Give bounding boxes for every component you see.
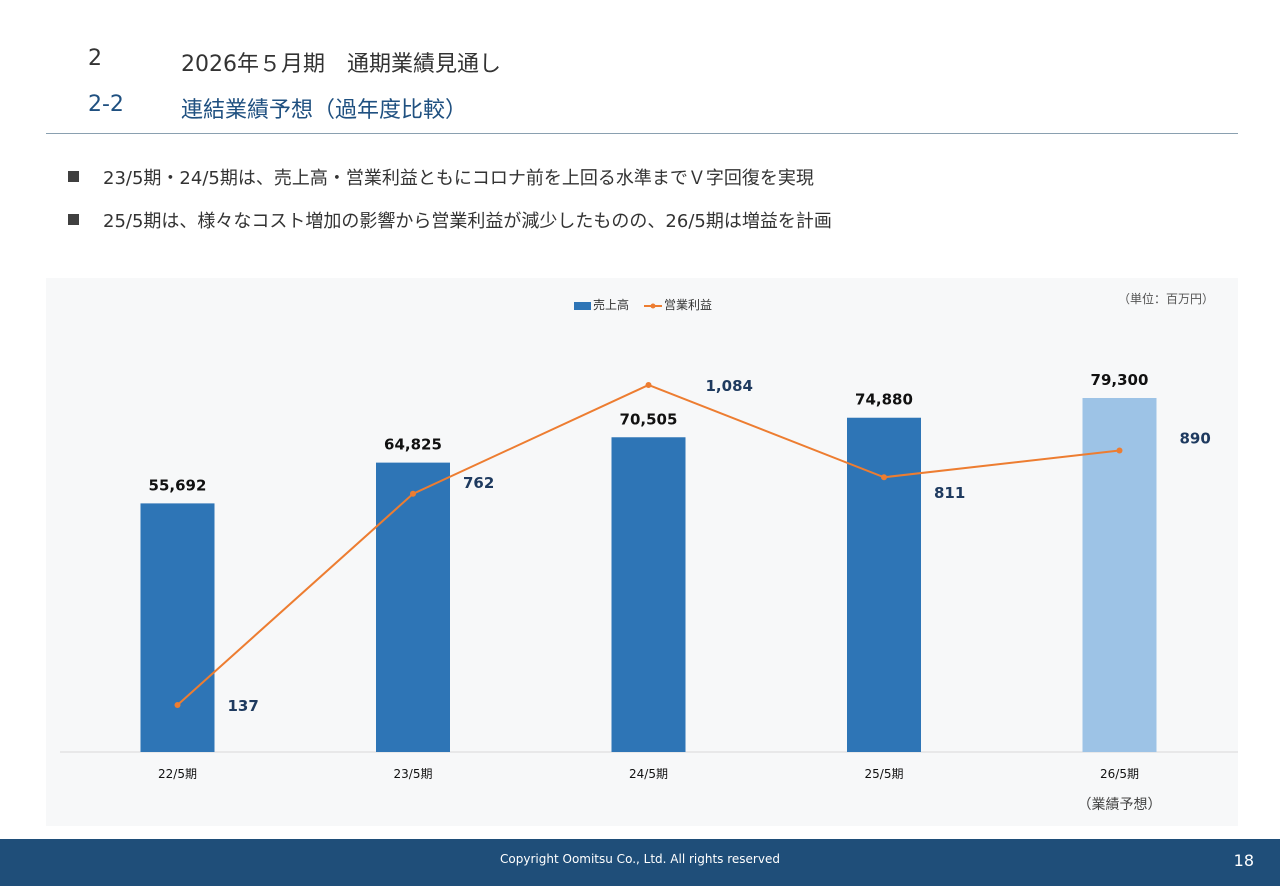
line-point bbox=[1116, 447, 1123, 454]
line-data-label: 811 bbox=[934, 484, 965, 502]
legend-marker-profit bbox=[650, 303, 656, 309]
line-point bbox=[410, 490, 416, 497]
line-data-label: 137 bbox=[228, 697, 259, 715]
legend-label-sales: 売上高 bbox=[593, 297, 629, 312]
x-tick-label: 24/5期 bbox=[629, 767, 668, 781]
line-data-label: 1,084 bbox=[706, 377, 753, 395]
bullet-text: 25/5期は、様々なコスト増加の影響から営業利益が減少したものの、26/5期は増… bbox=[103, 211, 832, 232]
bullet-square-icon bbox=[68, 171, 79, 182]
bar-sales bbox=[611, 437, 686, 752]
x-tick-label: 26/5期 bbox=[1100, 767, 1139, 781]
line-point bbox=[174, 702, 181, 708]
x-tick-label: 23/5期 bbox=[394, 767, 433, 781]
legend-label-profit: 営業利益 bbox=[664, 298, 712, 312]
combo-chart: 55,692 64,825 70,505 74,880 79,300 137 762 1,08… bbox=[60, 291, 1238, 813]
section-number: 2 bbox=[88, 46, 102, 71]
bar-data-label: 70,505 bbox=[620, 410, 678, 428]
bar-data-label: 64,825 bbox=[384, 436, 442, 454]
line-point bbox=[645, 382, 652, 388]
bar-sales bbox=[847, 417, 921, 752]
section-title: 2026年５月期 通期業績見通し bbox=[181, 52, 501, 77]
line-data-label: 890 bbox=[1180, 430, 1211, 448]
bar-sales bbox=[376, 462, 450, 752]
copyright-text: Copyright Oomitsu Co., Ltd. All rights r… bbox=[500, 852, 780, 866]
footer-bar: Copyright Oomitsu Co., Ltd. All rights r… bbox=[0, 839, 1280, 886]
bar-sales bbox=[1082, 398, 1157, 752]
page-number: 18 bbox=[1233, 851, 1254, 870]
unit-note: （単位：百万円） bbox=[1118, 291, 1214, 306]
chart-panel: 55,692 64,825 70,505 74,880 79,300 137 762 1,08… bbox=[46, 278, 1238, 826]
x-tick-label: 25/5期 bbox=[865, 767, 904, 781]
x-tick-sublabel: （業績予想） bbox=[1078, 797, 1162, 813]
subsection-number: 2-2 bbox=[88, 92, 124, 117]
x-tick-label: 22/5期 bbox=[158, 767, 197, 781]
bar-data-label: 74,880 bbox=[855, 391, 913, 409]
legend-swatch-sales bbox=[574, 302, 591, 310]
bar-sales bbox=[140, 503, 215, 752]
bullet-square-icon bbox=[68, 214, 79, 225]
bullet-item: 23/5期・24/5期は、売上高・営業利益ともにコロナ前を上回る水準までＶ字回復… bbox=[68, 164, 814, 190]
line-data-label: 762 bbox=[463, 474, 494, 492]
bar-data-label: 79,300 bbox=[1091, 371, 1149, 389]
bar-data-label: 55,692 bbox=[149, 476, 207, 494]
bullet-text: 23/5期・24/5期は、売上高・営業利益ともにコロナ前を上回る水準までＶ字回復… bbox=[103, 168, 814, 189]
subsection-title: 連結業績予想（過年度比較） bbox=[181, 98, 468, 123]
header-divider bbox=[46, 133, 1238, 134]
bullet-item: 25/5期は、様々なコスト増加の影響から営業利益が減少したものの、26/5期は増… bbox=[68, 207, 832, 233]
line-point bbox=[881, 474, 887, 481]
